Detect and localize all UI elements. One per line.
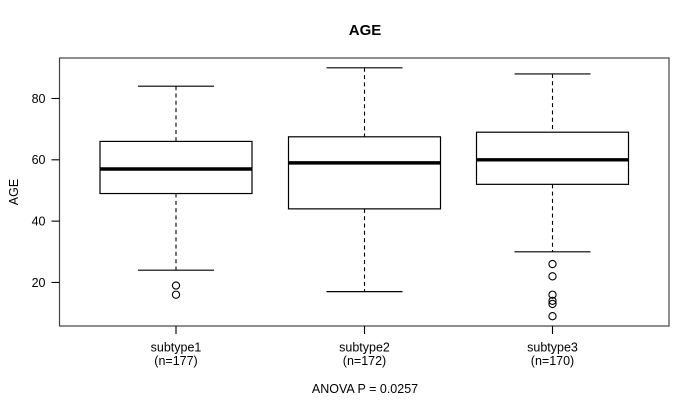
y-tick-label: 80: [32, 92, 46, 106]
x-axis-label: subtype1: [151, 341, 202, 355]
chart-title: AGE: [348, 22, 382, 39]
anova-annotation: ANOVA P = 0.0257: [311, 382, 419, 396]
x-axis-n-label: (n=172): [343, 354, 386, 368]
y-tick-label: 20: [32, 276, 46, 290]
outlier-point: [548, 312, 557, 321]
y-tick-label: 40: [32, 214, 46, 228]
outlier-point: [548, 259, 557, 269]
outlier-point: [171, 290, 181, 299]
outlier-point: [548, 296, 557, 306]
outlier-point: [548, 272, 557, 281]
x-axis-label: subtype3: [527, 341, 578, 355]
outlier-point: [548, 299, 557, 309]
y-tick-label: 60: [32, 153, 46, 167]
x-axis-label: subtype2: [339, 341, 390, 355]
iqr-box: [287, 136, 442, 210]
outlier-point: [548, 290, 557, 299]
x-axis-n-label: (n=177): [154, 354, 197, 368]
outlier-point: [171, 281, 181, 290]
x-axis-n-label: (n=170): [531, 354, 574, 368]
